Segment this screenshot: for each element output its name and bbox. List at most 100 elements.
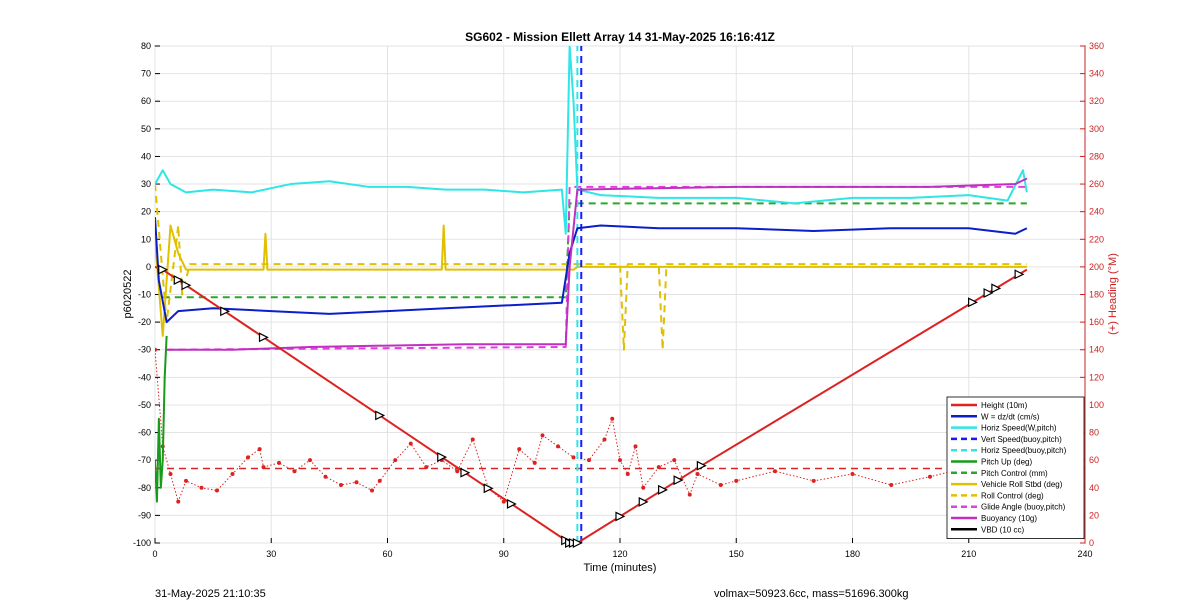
height-marker [658,484,668,495]
y2-tick-label: 120 [1089,372,1104,382]
y-tick-label: -80 [138,483,151,493]
height-marker [572,538,583,548]
y2-tick-label: 260 [1089,179,1104,189]
height-marker [638,496,649,507]
y-tick-label: -40 [138,372,151,382]
y-axis-label: p6020522 [122,270,134,319]
height-marker [673,475,684,486]
series-line [155,224,1027,337]
height-marker [483,483,494,494]
y-tick-label: -70 [138,455,151,465]
height-marker [220,306,231,317]
x-tick-label: 180 [845,549,860,559]
y2-tick-label: 40 [1089,483,1099,493]
legend-label: Horiz Speed(buoy,pitch) [981,446,1067,455]
height-marker [258,332,269,343]
y-tick-label: -50 [138,400,151,410]
height-marker [615,511,626,522]
y-tick-label: -100 [133,538,151,548]
height-marker [1014,269,1025,280]
legend-label: Glide Angle (buoy,pitch) [981,503,1066,512]
heading-point [773,469,777,474]
legend-label: Vert Speed(buoy,pitch) [981,435,1062,444]
legend-label: Buoyancy (10g) [981,514,1037,523]
height-markers [158,264,1025,548]
heading-point [424,465,429,470]
y2-tick-label: 0 [1089,538,1094,548]
y2-tick-label: 80 [1089,428,1099,438]
heading-point [571,455,576,460]
y-tick-label: 10 [141,234,151,244]
heading-point [889,483,894,488]
heading-point [602,437,607,442]
legend-label: W = dz/dt (cm/s) [981,412,1040,421]
heading-point [168,471,173,476]
legend-label: Pitch Up (deg) [981,458,1032,467]
heading-point [587,458,591,463]
height-marker [506,498,517,509]
height-marker [437,452,448,463]
y2-tick-label: 100 [1089,400,1104,410]
x-ticks: 0 30 60 90 120 150 180 210 240 [152,538,1093,559]
y-tick-label: 50 [141,124,151,134]
x-axis-label: Time (minutes) [584,562,657,574]
y2-tick-label: 140 [1089,345,1104,355]
y-tick-label: 20 [141,207,151,217]
x-tick-label: 60 [382,549,392,559]
y-tick-label: -20 [138,317,151,327]
footer-stats: volmax=50923.6cc, mass=51696.300kg [714,588,909,600]
x-tick-label: 30 [266,549,276,559]
footer-timestamp: 31-May-2025 21:10:35 [155,588,266,600]
y2-tick-label: 300 [1089,124,1104,134]
height-marker [696,460,707,471]
height-marker [968,297,978,308]
y-tick-label: -90 [138,510,151,520]
height-marker [173,275,184,286]
y-tick-label: 0 [146,262,151,272]
x-tick-label: 210 [961,549,976,559]
chart-title: SG602 - Mission Ellett Array 14 31-May-2… [465,30,775,44]
height-marker [375,410,386,421]
y2-ticks: 0 20 40 60 80 100 120 140 160 180 200 220 240 260 280 3… [1080,41,1104,548]
legend-label: Pitch Control (mm) [981,469,1048,478]
legend-box [946,396,1085,540]
height-marker [983,288,994,298]
series-line [155,46,1028,235]
height-marker [158,264,169,275]
x-tick-label: 150 [729,549,744,559]
x-tick-label: 240 [1077,549,1092,559]
y2-tick-label: 160 [1089,317,1104,327]
y2-tick-label: 200 [1089,262,1104,272]
heading-point [339,483,343,488]
x-tick-label: 120 [612,549,627,559]
y2-tick-label: 340 [1089,69,1104,79]
x-tick-label: 90 [499,549,509,559]
y2-tick-label: 180 [1089,290,1104,300]
heading-point [633,444,638,449]
legend-label: VBD (10 cc) [981,525,1024,534]
heading-point [532,460,537,465]
y-tick-label: 30 [141,179,151,189]
y-tick-label: -10 [138,290,151,300]
y2-tick-label: 20 [1089,510,1099,520]
series-line [155,217,1028,324]
y-tick-label: 70 [141,69,151,79]
y-tick-label: -30 [138,345,151,355]
y2-tick-label: 360 [1089,41,1104,51]
series-line [155,335,168,503]
y2-tick-label: 240 [1089,207,1104,217]
heading-point [517,447,522,452]
x-tick-label: 0 [152,549,157,559]
series-line [166,177,1028,351]
heading-point [470,437,475,442]
legend-label: Height (10m) [981,401,1028,410]
legend: Height (10m) W = dz/dt (cm/s) Horiz Speed(… [946,396,1085,540]
y-tick-label: 60 [141,96,151,106]
y2-tick-label: 220 [1089,234,1104,244]
legend-label: Horiz Speed(W,pitch) [981,424,1057,433]
y-ticks: -100-90-80-70-60-50-40-30-20-10010203040… [133,41,160,548]
height-marker [460,467,471,478]
height-marker [181,280,192,291]
legend-label: Vehicle Roll Stbd (deg) [981,480,1063,489]
